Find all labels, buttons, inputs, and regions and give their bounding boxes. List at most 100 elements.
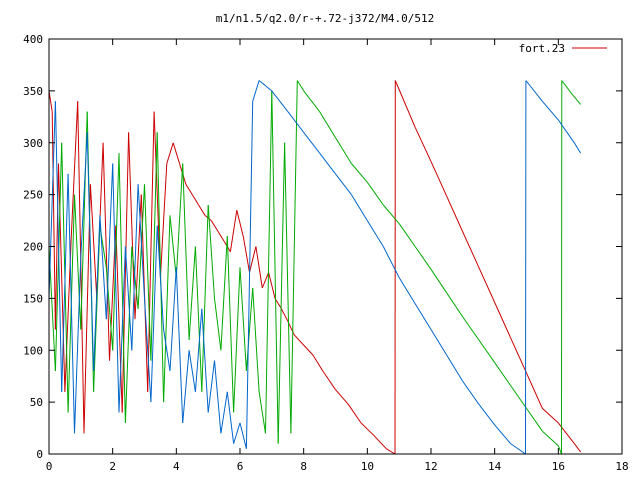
series-segment	[494, 424, 511, 444]
series-segment	[386, 448, 396, 455]
series-segment	[335, 173, 352, 195]
series-segment	[169, 267, 177, 372]
series-segment	[312, 355, 324, 372]
series-segment	[220, 236, 228, 351]
series-segment	[159, 163, 168, 278]
series-segment	[233, 422, 241, 444]
series-segment	[188, 246, 196, 340]
series-segment	[287, 111, 305, 133]
series-segment	[131, 184, 139, 351]
series-segment	[430, 161, 448, 197]
y-tick-label: 350	[23, 85, 43, 98]
series-segment	[54, 101, 63, 392]
series-segment	[115, 225, 123, 413]
series-segment	[494, 362, 512, 386]
series-segment	[284, 142, 292, 434]
series-segment	[557, 119, 575, 144]
series-segment	[510, 385, 527, 409]
series-segment	[201, 204, 209, 392]
series-segment	[293, 334, 305, 346]
series-segment	[265, 85, 273, 92]
series-segment	[525, 80, 543, 102]
series-segment	[414, 303, 432, 330]
series-segment	[188, 350, 196, 392]
series-segment	[446, 292, 464, 318]
series-segment	[446, 196, 464, 233]
series-segment	[99, 215, 107, 320]
series-segment	[557, 422, 575, 444]
series-segment	[166, 142, 174, 164]
x-tick-label: 8	[300, 460, 307, 473]
series-segment	[335, 389, 349, 405]
series-segment	[226, 391, 235, 444]
series-segment	[526, 372, 543, 409]
series-segment	[194, 246, 203, 392]
series-segment	[255, 246, 263, 289]
series-segment	[118, 246, 126, 413]
series-segment	[150, 225, 158, 403]
y-tick-label: 400	[23, 33, 43, 46]
series-segment	[54, 163, 59, 330]
series-segment	[156, 225, 165, 330]
series-segment	[561, 80, 572, 94]
series-segment	[182, 350, 190, 423]
series-segment	[557, 445, 562, 455]
series-segment	[112, 153, 120, 351]
series-segment	[245, 101, 254, 449]
series-segment	[89, 184, 98, 299]
series-segment	[191, 194, 200, 206]
series-segment	[102, 142, 110, 361]
series-segment	[366, 181, 384, 206]
series-segment	[319, 152, 336, 175]
series-segment	[236, 210, 244, 237]
series-segment	[163, 215, 171, 403]
y-tick-label: 200	[23, 241, 43, 254]
series-segment	[542, 100, 559, 121]
series-segment	[303, 344, 314, 356]
series-segment	[217, 230, 225, 242]
y-tick-label: 150	[23, 292, 43, 305]
series-segment	[229, 210, 238, 252]
series-segment	[210, 220, 219, 232]
series-segment	[147, 111, 155, 392]
series-segment	[462, 316, 480, 341]
x-tick-label: 16	[552, 460, 565, 473]
series-segment	[570, 92, 581, 105]
series-segment	[226, 236, 235, 413]
series-segment	[573, 142, 582, 154]
series-segment	[150, 132, 158, 361]
series-segment	[277, 142, 286, 444]
series-segment	[172, 142, 180, 164]
series-segment	[86, 132, 95, 372]
series-segment	[93, 215, 101, 372]
series-segment	[118, 153, 126, 423]
series-segment	[430, 329, 448, 356]
x-tick-label: 10	[361, 460, 374, 473]
series-segment	[153, 111, 161, 278]
legend: fort.23	[519, 42, 607, 55]
series-segment	[249, 246, 257, 273]
series-segment	[382, 204, 400, 225]
x-tick-label: 0	[46, 460, 53, 473]
series-segment	[373, 434, 387, 450]
series-segment	[48, 101, 56, 299]
series-segment	[214, 298, 222, 351]
series-segment	[271, 90, 289, 112]
series-segment	[542, 430, 559, 447]
series-segment	[542, 408, 559, 424]
series-layer	[48, 80, 582, 455]
series-segment	[280, 308, 289, 322]
series-segment	[430, 269, 448, 294]
series-0	[48, 80, 581, 455]
x-tick-label: 4	[173, 460, 180, 473]
series-segment	[185, 184, 193, 195]
legend-label: fort.23	[519, 42, 565, 55]
series-segment	[144, 184, 152, 361]
series-segment	[303, 132, 320, 154]
series-segment	[478, 403, 496, 426]
series-segment	[290, 80, 298, 434]
series-segment	[58, 163, 66, 392]
y-tick-label: 250	[23, 189, 43, 202]
series-segment	[124, 246, 133, 423]
series-segment	[242, 236, 250, 273]
